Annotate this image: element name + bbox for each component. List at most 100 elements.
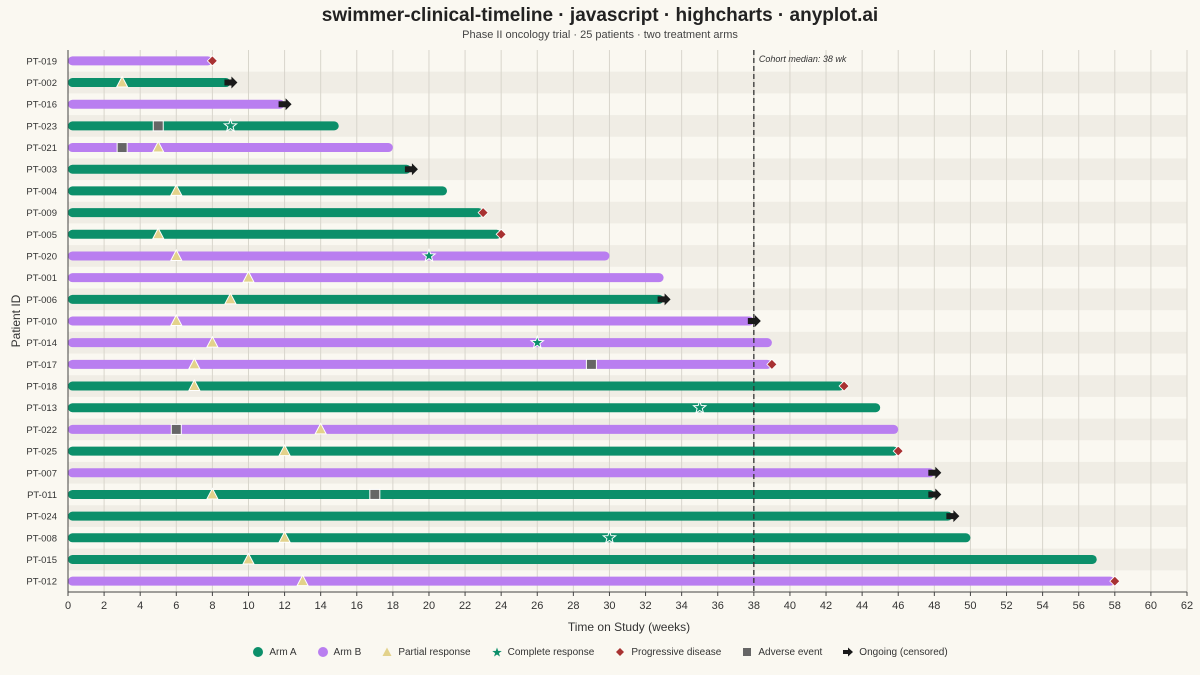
x-tick-label: 32 bbox=[639, 600, 651, 612]
y-tick-label: PT-021 bbox=[26, 143, 57, 154]
circle-icon bbox=[253, 647, 264, 657]
y-tick-label: PT-012 bbox=[26, 577, 57, 588]
marker-ongoing-pt-016 bbox=[278, 98, 292, 111]
bar-pt-020 bbox=[68, 251, 610, 261]
y-tick-label: PT-006 bbox=[26, 295, 57, 306]
bar-pt-010 bbox=[68, 316, 754, 326]
row-band bbox=[68, 158, 1187, 181]
y-tick-label: PT-014 bbox=[26, 338, 57, 349]
x-tick-label: 58 bbox=[1109, 600, 1121, 612]
marker-complete-pt-008 bbox=[601, 529, 618, 545]
y-axis-label: Patient ID bbox=[9, 294, 23, 347]
marker-adverse-pt-023 bbox=[152, 120, 164, 132]
x-tick-label: 56 bbox=[1073, 600, 1085, 612]
chart-subtitle: Phase II oncology trial · 25 patients · … bbox=[462, 29, 738, 41]
bar-pt-009 bbox=[68, 208, 484, 218]
marker-progressive-pt-019 bbox=[206, 55, 218, 67]
marker-partial-pt-014 bbox=[206, 335, 219, 348]
marker-partial-pt-017 bbox=[188, 357, 201, 370]
marker-partial-pt-021 bbox=[151, 140, 165, 153]
bar-pt-013 bbox=[68, 403, 881, 413]
row-band bbox=[68, 115, 1187, 137]
x-tick-label: 2 bbox=[101, 600, 107, 612]
x-tick-label: 14 bbox=[315, 600, 327, 612]
bar-pt-003 bbox=[68, 164, 411, 174]
y-tick-label: PT-016 bbox=[26, 100, 57, 111]
y-tick-label: PT-023 bbox=[26, 121, 57, 132]
x-tick-label: 26 bbox=[531, 600, 543, 612]
y-tick-label: PT-002 bbox=[26, 78, 57, 89]
marker-partial-pt-004 bbox=[169, 183, 183, 196]
marker-partial-pt-020 bbox=[169, 248, 183, 261]
marker-ongoing-pt-024 bbox=[946, 510, 960, 523]
x-tick-label: 60 bbox=[1145, 600, 1157, 612]
legend-item-partial[interactable]: Partial response bbox=[381, 646, 471, 658]
x-tick-label: 8 bbox=[209, 600, 215, 612]
legend-item-arm-a[interactable]: Arm A bbox=[252, 646, 297, 658]
legend-label: Arm B bbox=[333, 646, 362, 658]
marker-partial-pt-005 bbox=[151, 227, 165, 240]
marker-partial-pt-022 bbox=[314, 422, 328, 435]
row-band bbox=[68, 245, 1187, 267]
legend-item-arm-b[interactable]: Arm B bbox=[317, 646, 362, 658]
x-tick-label: 62 bbox=[1181, 600, 1193, 612]
marker-progressive-pt-009 bbox=[477, 207, 489, 219]
bar-pt-019 bbox=[68, 56, 213, 66]
bar-pt-017 bbox=[68, 359, 772, 369]
bar-pt-012 bbox=[68, 576, 1115, 586]
reference-line-layer: Cohort median: 38 wk bbox=[753, 50, 847, 592]
marker-ongoing-pt-011 bbox=[928, 488, 942, 501]
circle-icon bbox=[317, 647, 328, 657]
marker-ongoing-pt-003 bbox=[404, 163, 418, 176]
marker-partial-pt-011 bbox=[206, 487, 219, 500]
x-tick-label: 16 bbox=[351, 600, 363, 612]
marker-partial-pt-006 bbox=[224, 292, 237, 305]
legend-label: Arm A bbox=[269, 646, 297, 658]
arrow-icon bbox=[843, 647, 854, 657]
bar-pt-004 bbox=[68, 186, 448, 196]
marker-progressive-pt-012 bbox=[1109, 575, 1121, 587]
x-axis-label: Time on Study (weeks) bbox=[568, 620, 690, 634]
bar-pt-022 bbox=[68, 424, 899, 434]
x-tick-label: 36 bbox=[712, 600, 724, 612]
marker-partial-pt-015 bbox=[242, 552, 255, 565]
triangle-icon bbox=[382, 647, 392, 656]
chart-title: swimmer-clinical-timeline · javascript ·… bbox=[321, 5, 879, 26]
marker-layer bbox=[115, 55, 1121, 587]
marker-partial-pt-008 bbox=[278, 530, 291, 543]
square-icon bbox=[743, 648, 752, 656]
marker-ongoing-pt-006 bbox=[657, 293, 671, 306]
legend: Arm A Arm B Partial response Complete respo… bbox=[0, 646, 1200, 658]
y-tick-label: PT-015 bbox=[26, 555, 57, 566]
marker-complete-pt-014 bbox=[529, 334, 545, 350]
legend-item-ongoing[interactable]: Ongoing (censored) bbox=[842, 646, 948, 658]
bar-pt-006 bbox=[68, 294, 664, 304]
legend-item-progressive[interactable]: Progressive disease bbox=[614, 646, 721, 658]
bar-pt-021 bbox=[68, 143, 393, 153]
bar-pt-018 bbox=[68, 381, 845, 391]
bar-pt-023 bbox=[68, 121, 339, 131]
bar-pt-001 bbox=[68, 273, 664, 283]
marker-progressive-pt-018 bbox=[838, 380, 850, 392]
bar-pt-024 bbox=[68, 511, 953, 521]
y-tick-label: PT-007 bbox=[26, 468, 57, 479]
legend-item-complete[interactable]: Complete response bbox=[491, 646, 594, 658]
y-tick-label: PT-003 bbox=[26, 165, 57, 176]
legend-label: Ongoing (censored) bbox=[859, 646, 948, 658]
legend-item-adverse[interactable]: Adverse event bbox=[741, 646, 822, 658]
x-tick-label: 24 bbox=[495, 600, 507, 612]
marker-partial-pt-018 bbox=[188, 378, 201, 392]
y-tick-label: PT-004 bbox=[26, 186, 57, 197]
x-tick-label: 10 bbox=[242, 600, 254, 612]
bar-pt-002 bbox=[68, 78, 231, 88]
x-tick-label: 54 bbox=[1036, 600, 1048, 612]
marker-complete-pt-023 bbox=[222, 117, 239, 133]
marker-progressive-pt-025 bbox=[892, 445, 904, 457]
diamond-icon bbox=[616, 648, 625, 656]
x-tick-label: 44 bbox=[856, 600, 868, 612]
row-band bbox=[68, 201, 1187, 224]
y-tick-label: PT-009 bbox=[26, 208, 57, 219]
y-tick-label: PT-013 bbox=[26, 403, 57, 414]
